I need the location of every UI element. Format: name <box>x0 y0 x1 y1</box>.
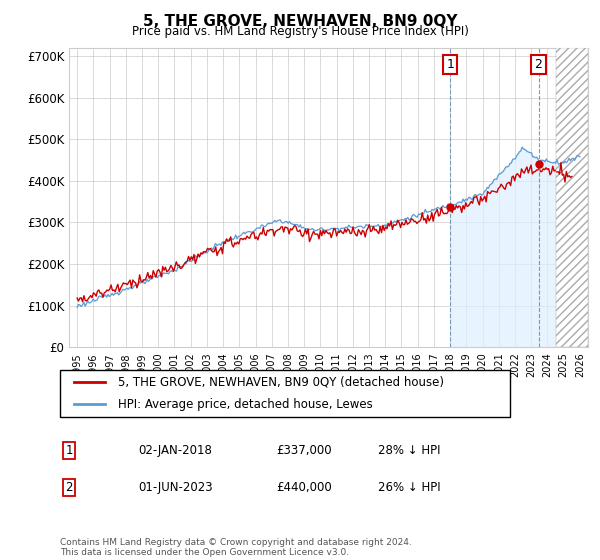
Text: 28% ↓ HPI: 28% ↓ HPI <box>378 444 440 458</box>
Text: Price paid vs. HM Land Registry's House Price Index (HPI): Price paid vs. HM Land Registry's House … <box>131 25 469 38</box>
Text: 02-JAN-2018: 02-JAN-2018 <box>138 444 212 458</box>
Text: 5, THE GROVE, NEWHAVEN, BN9 0QY (detached house): 5, THE GROVE, NEWHAVEN, BN9 0QY (detache… <box>119 376 445 389</box>
Text: 5, THE GROVE, NEWHAVEN, BN9 0QY: 5, THE GROVE, NEWHAVEN, BN9 0QY <box>143 14 457 29</box>
Text: 26% ↓ HPI: 26% ↓ HPI <box>378 480 440 494</box>
Text: HPI: Average price, detached house, Lewes: HPI: Average price, detached house, Lewe… <box>119 398 373 411</box>
Text: 2: 2 <box>65 480 73 494</box>
Text: 1: 1 <box>446 58 454 71</box>
Text: 2: 2 <box>535 58 542 71</box>
Text: £337,000: £337,000 <box>276 444 332 458</box>
Text: 1: 1 <box>65 444 73 458</box>
Text: £440,000: £440,000 <box>276 480 332 494</box>
Text: 01-JUN-2023: 01-JUN-2023 <box>138 480 212 494</box>
Text: Contains HM Land Registry data © Crown copyright and database right 2024.
This d: Contains HM Land Registry data © Crown c… <box>60 538 412 557</box>
